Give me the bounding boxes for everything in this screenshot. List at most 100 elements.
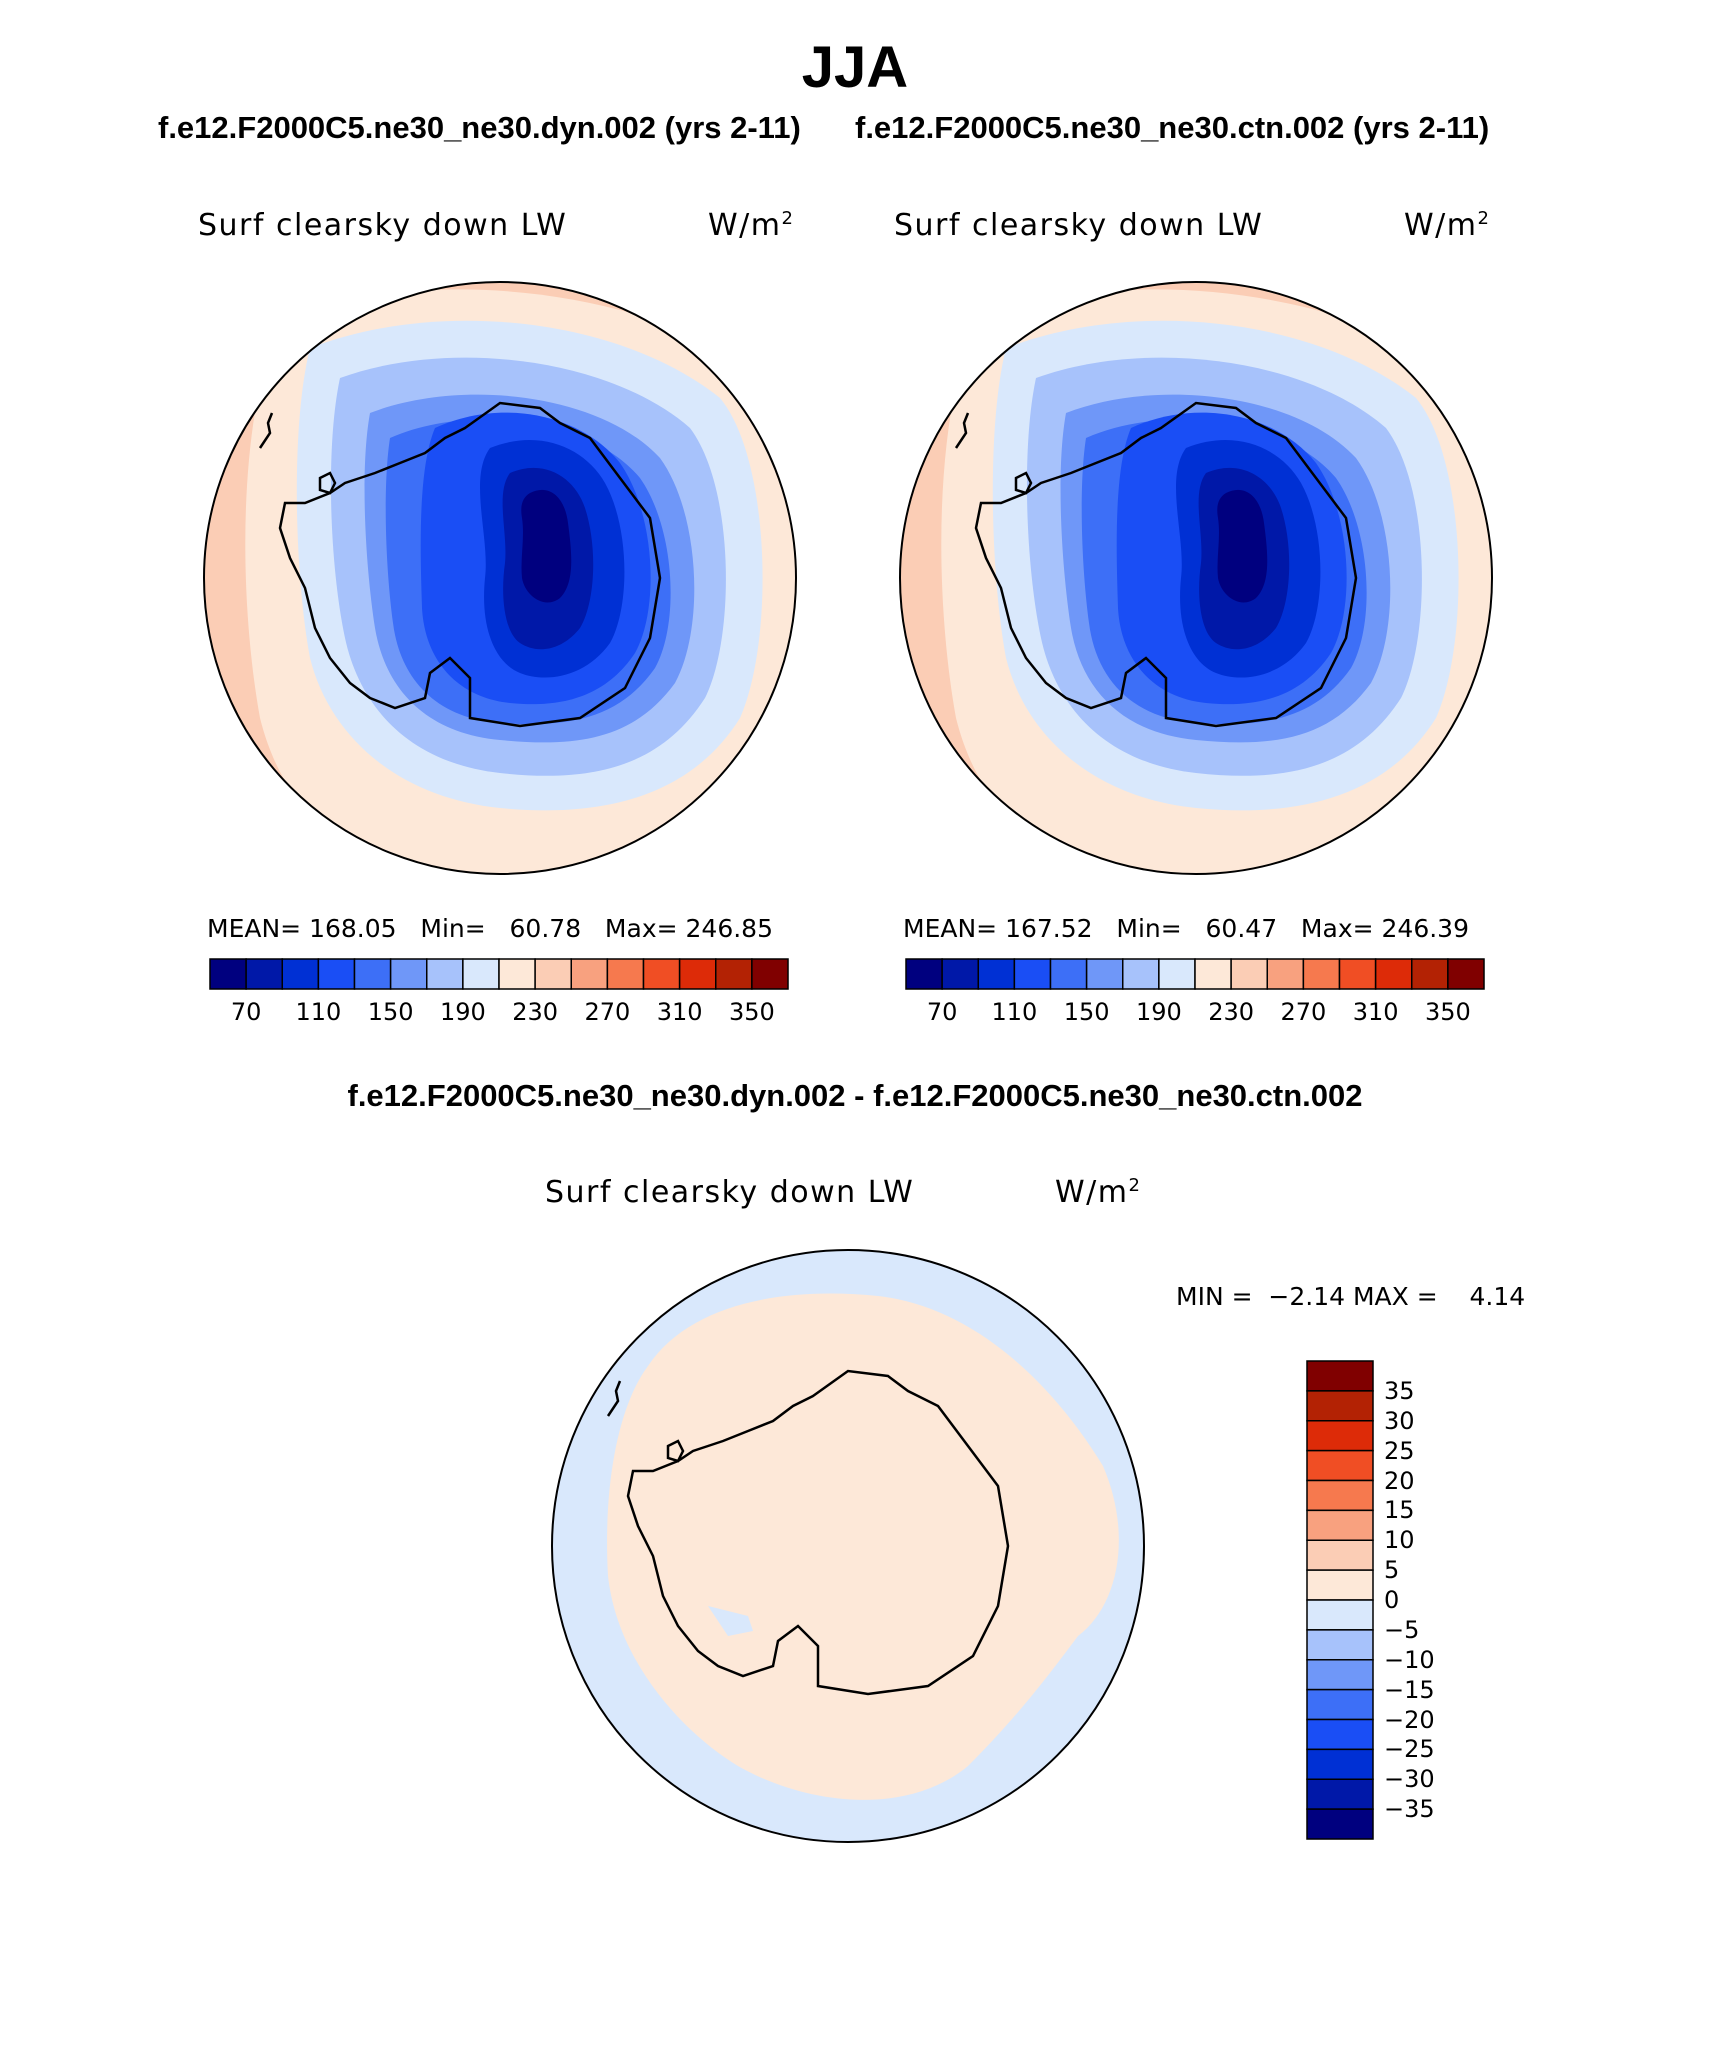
colorbar-panel2-swatch — [1266, 958, 1305, 990]
colorbar-panel2-tick-label: 350 — [1424, 998, 1471, 1026]
colorbar-diff-swatch — [1306, 1688, 1374, 1721]
colorbar-panel2-swatch — [1122, 958, 1160, 990]
colorbar-panel1-swatch — [426, 958, 464, 990]
colorbar-diff-swatch — [1306, 1748, 1374, 1781]
colorbar-panel1-swatch — [498, 958, 536, 990]
colorbar-panel1-tick-label: 150 — [367, 998, 414, 1026]
colorbar-diff-tick-label: 25 — [1384, 1436, 1415, 1465]
colorbar-diff-tick-label: −10 — [1384, 1645, 1435, 1674]
panel3-stats: MIN = −2.14 MAX = 4.14 — [1176, 1282, 1526, 1311]
colorbar-panel2-swatch — [1230, 958, 1269, 990]
panel3-units: W/m2 — [1055, 1175, 1142, 1210]
colorbar-diff-tick-label: 15 — [1384, 1496, 1415, 1525]
colorbar-panel2-swatch — [1374, 958, 1413, 990]
colorbar-panel1-tick-label: 110 — [295, 998, 342, 1026]
colorbar-diff-tick-label: 35 — [1384, 1376, 1415, 1405]
colorbar-panel1-labels: 70 110 150 190 230 270 310 350 — [210, 998, 788, 1028]
colorbar-diff-tick-label: 30 — [1384, 1406, 1415, 1435]
colorbar-diff-swatch — [1306, 1599, 1374, 1631]
colorbar-panel2-tick-label: 270 — [1280, 998, 1327, 1026]
panel1-units: W/m2 — [708, 208, 795, 243]
colorbar-diff-swatch — [1306, 1420, 1374, 1452]
colorbar-panel2-swatch — [905, 958, 943, 990]
colorbar-panel2-swatch — [1411, 958, 1449, 990]
panel1-stats: MEAN= 168.05 Min= 60.78 Max= 246.85 — [207, 914, 773, 943]
colorbar-panel1-swatch — [534, 958, 573, 990]
case2-title: f.e12.F2000C5.ne30_ne30.ctn.002 (yrs 2-1… — [855, 110, 1490, 145]
colorbar-panel1-swatch — [462, 958, 500, 990]
colorbar-diff — [1306, 1360, 1374, 1840]
colorbar-panel1-tick-label: 350 — [728, 998, 775, 1026]
colorbar-diff-swatch — [1306, 1449, 1374, 1482]
colorbar-panel1-swatch — [353, 958, 392, 990]
colorbar-diff-tick-label: 0 — [1384, 1586, 1400, 1614]
colorbar-panel2-tick-label: 110 — [991, 998, 1038, 1026]
panel2-units: W/m2 — [1404, 208, 1491, 243]
colorbar-panel2-tick-label: 230 — [1208, 998, 1255, 1026]
panel3-variable: Surf clearsky down LW — [545, 1175, 915, 1210]
colorbar-diff-swatch — [1306, 1569, 1374, 1601]
colorbar-panel2-swatch — [1049, 958, 1088, 990]
colorbar-panel2-tick-label: 150 — [1063, 998, 1110, 1026]
colorbar-panel1-swatch — [642, 958, 681, 990]
colorbar-panel1-tick-label: 230 — [512, 998, 559, 1026]
colorbar-panel1-tick-label: 270 — [584, 998, 631, 1026]
colorbar-panel2-swatch — [1302, 958, 1341, 990]
colorbar-diff-swatch — [1306, 1808, 1374, 1840]
colorbar-diff-swatch — [1306, 1629, 1374, 1661]
colorbar-panel1-swatch — [606, 958, 645, 990]
colorbar-panel2-swatch — [1085, 958, 1124, 990]
colorbar-diff-tick-label: 10 — [1384, 1526, 1415, 1555]
colorbar-diff-tick-label: −30 — [1384, 1765, 1435, 1794]
colorbar-diff-swatch — [1306, 1509, 1374, 1542]
figure-title: JJA — [801, 35, 909, 100]
colorbar-diff-swatch — [1306, 1539, 1374, 1571]
colorbar-panel1-swatch — [281, 958, 320, 990]
colorbar-panel2-swatch — [941, 958, 980, 990]
colorbar-panel1-swatch — [751, 958, 789, 990]
colorbar-panel2-swatch — [1013, 958, 1052, 990]
colorbar-diff-tick-label: −15 — [1384, 1675, 1435, 1704]
colorbar-diff-swatch — [1306, 1718, 1374, 1751]
colorbar-panel2-swatch — [977, 958, 1016, 990]
colorbar-diff-tick-label: 5 — [1384, 1556, 1400, 1585]
colorbar-diff-swatch — [1306, 1479, 1374, 1512]
colorbar-panel1-swatch — [389, 958, 428, 990]
colorbar-panel2-tick-label: 70 — [926, 998, 958, 1026]
colorbar-diff-swatch — [1306, 1360, 1374, 1392]
colorbar-diff-tick-label: −5 — [1384, 1615, 1420, 1644]
diff-title: f.e12.F2000C5.ne30_ne30.dyn.002 - f.e12.… — [347, 1078, 1363, 1113]
colorbar-panel1 — [209, 958, 789, 990]
colorbar-panel2 — [905, 958, 1485, 990]
panel1-variable: Surf clearsky down LW — [198, 208, 568, 243]
colorbar-diff-tick-label: −25 — [1384, 1735, 1435, 1764]
map-panel-1 — [203, 281, 797, 875]
colorbar-diff-tick-label: −35 — [1384, 1795, 1435, 1824]
map-panel-diff — [551, 1249, 1145, 1843]
panel2-variable: Surf clearsky down LW — [894, 208, 1264, 243]
colorbar-diff-swatch — [1306, 1390, 1374, 1422]
colorbar-panel2-labels: 70 110 150 190 230 270 310 350 — [906, 998, 1484, 1028]
colorbar-panel1-swatch — [209, 958, 247, 990]
colorbar-panel1-tick-label: 310 — [656, 998, 703, 1026]
colorbar-diff-swatch — [1306, 1778, 1374, 1810]
colorbar-diff-tick-label: −20 — [1384, 1705, 1435, 1734]
colorbar-panel2-swatch — [1158, 958, 1196, 990]
colorbar-panel2-tick-label: 310 — [1352, 998, 1399, 1026]
colorbar-panel2-tick-label: 190 — [1135, 998, 1182, 1026]
colorbar-panel1-swatch — [678, 958, 717, 990]
colorbar-diff-labels: 35 30 25 20 15 10 5 0 −5 −10 −15 −20 −25 −30 −35 — [1384, 1360, 1484, 1840]
colorbar-panel1-swatch — [715, 958, 753, 990]
panel2-stats: MEAN= 167.52 Min= 60.47 Max= 246.39 — [903, 914, 1469, 943]
colorbar-panel1-swatch — [570, 958, 609, 990]
colorbar-diff-tick-label: 20 — [1384, 1466, 1415, 1495]
map-panel-2 — [899, 281, 1493, 875]
colorbar-panel1-swatch — [245, 958, 284, 990]
colorbar-panel1-swatch — [317, 958, 356, 990]
colorbar-panel2-swatch — [1338, 958, 1377, 990]
case1-title: f.e12.F2000C5.ne30_ne30.dyn.002 (yrs 2-1… — [158, 110, 801, 145]
colorbar-panel1-tick-label: 70 — [230, 998, 262, 1026]
colorbar-panel2-swatch — [1447, 958, 1485, 990]
colorbar-panel2-swatch — [1194, 958, 1232, 990]
colorbar-diff-swatch — [1306, 1659, 1374, 1691]
